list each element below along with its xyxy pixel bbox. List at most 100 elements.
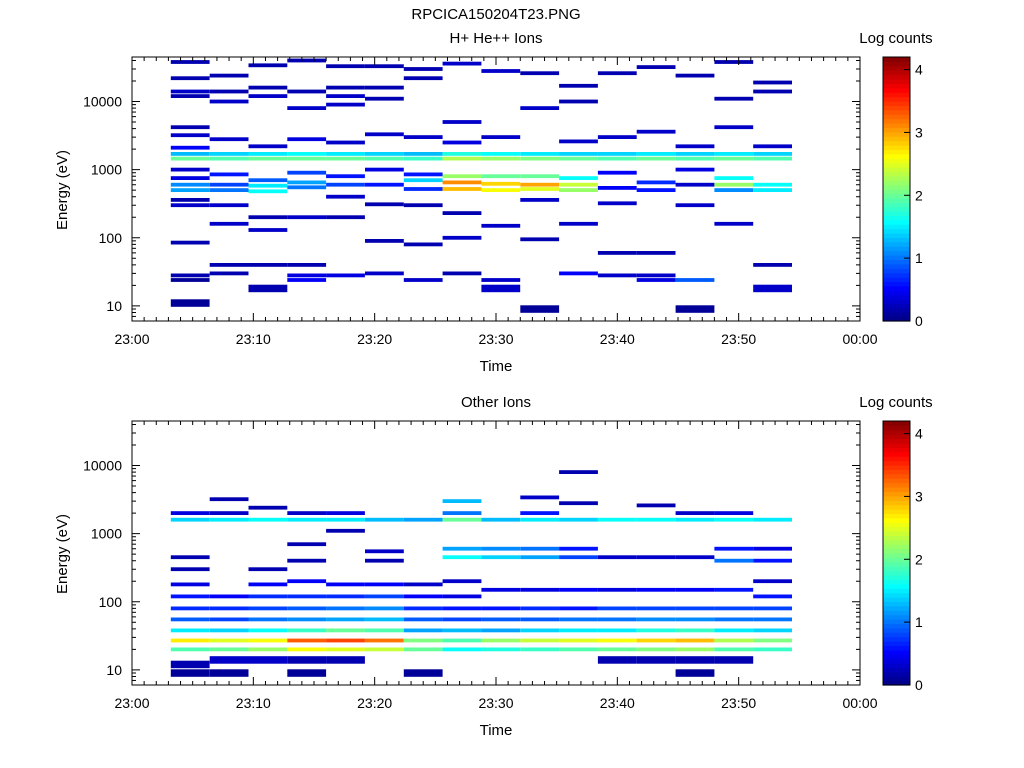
- colorbar-swatch: [883, 259, 910, 265]
- heatmap-cell: [326, 638, 365, 643]
- heatmap-cell: [520, 647, 560, 652]
- heatmap-cell: [520, 237, 560, 242]
- heatmap-cell: [636, 273, 676, 278]
- heatmap-cell: [442, 180, 482, 185]
- heatmap-cell: [209, 606, 249, 611]
- heatmap-cell: [481, 587, 521, 592]
- colorbar-swatch: [883, 663, 910, 668]
- heatmap-cell: [714, 511, 754, 515]
- heatmap-cell: [403, 278, 443, 282]
- heatmap-cell: [675, 555, 715, 560]
- heatmap-cell: [209, 271, 249, 276]
- heatmap-cell: [170, 638, 210, 643]
- colorbar-swatch: [883, 237, 910, 243]
- heatmap-cell: [481, 156, 521, 161]
- heatmap-cell: [753, 617, 792, 622]
- heatmap-cell: [442, 511, 482, 515]
- heatmap-cell: [481, 188, 521, 192]
- colorbar-tick-label: 3: [915, 488, 923, 504]
- heatmap-cell: [520, 198, 560, 202]
- heatmap-cell: [248, 215, 288, 220]
- heatmap-cell: [753, 546, 792, 551]
- heatmap-cell: [209, 73, 249, 78]
- colorbar-swatch: [883, 513, 910, 519]
- heatmap-cell: [597, 251, 637, 255]
- colorbar-swatch: [883, 579, 910, 585]
- heatmap-cell: [248, 183, 288, 188]
- colorbar-swatch: [883, 65, 910, 71]
- heatmap-cell: [365, 638, 404, 643]
- colorbar-swatch: [883, 316, 910, 322]
- heatmap-cell: [559, 188, 598, 192]
- heatmap-cell: [520, 156, 560, 161]
- heatmap-cell: [209, 203, 249, 208]
- colorbar-swatch: [883, 592, 910, 598]
- heatmap-cell: [559, 517, 598, 522]
- heatmap-cell: [170, 582, 210, 587]
- x-tick-label: 23:40: [600, 695, 635, 711]
- heatmap-cell: [597, 617, 637, 622]
- colorbar-swatch: [883, 614, 910, 620]
- colorbar-swatch: [883, 268, 910, 274]
- colorbar-swatch: [883, 61, 910, 67]
- heatmap-cell: [209, 182, 249, 187]
- heatmap-cell: [365, 202, 404, 207]
- panel-title: H+ He++ Ions: [450, 30, 543, 47]
- heatmap-cell: [248, 263, 288, 267]
- colorbar-swatch: [883, 434, 910, 440]
- colorbar-swatch: [883, 145, 910, 150]
- heatmap-cell: [520, 495, 560, 500]
- heatmap-cell: [636, 152, 676, 156]
- heatmap-cell: [753, 188, 792, 192]
- colorbar-swatch: [883, 588, 910, 594]
- heatmap-cell: [714, 125, 754, 130]
- heatmap-cell: [753, 628, 792, 633]
- heatmap-cell: [365, 558, 404, 563]
- heatmap-cell: [326, 628, 365, 633]
- heatmap-cell: [248, 505, 288, 510]
- heatmap-cell: [365, 606, 404, 611]
- heatmap-cell: [675, 152, 715, 156]
- colorbar-swatch: [883, 597, 910, 602]
- heatmap-cell: [597, 638, 637, 643]
- colorbar-swatch: [883, 539, 910, 545]
- colorbar-swatch: [883, 303, 910, 309]
- heatmap-cell: [326, 102, 365, 107]
- heatmap-cell: [714, 517, 754, 522]
- heatmap-cell: [248, 628, 288, 633]
- heatmap-cell: [675, 278, 715, 282]
- heatmap-cell: [675, 628, 715, 633]
- heatmap-cell: [248, 152, 288, 156]
- heatmap-cell: [442, 546, 482, 551]
- heatmap-cell: [209, 152, 249, 156]
- heatmap-cell: [248, 63, 288, 68]
- heatmap-cell: [520, 628, 560, 633]
- heatmap-cell: [753, 647, 792, 652]
- heatmap-cell: [209, 99, 249, 104]
- colorbar-swatch: [883, 456, 910, 462]
- colorbar-swatch: [883, 140, 910, 146]
- heatmap-cell: [209, 628, 249, 633]
- colorbar-swatch: [883, 272, 910, 278]
- figure-title: RPCICA150204T23.PNG: [411, 6, 580, 23]
- heatmap-cell: [559, 221, 598, 226]
- heatmap-cell: [248, 582, 288, 587]
- heatmap-cell: [675, 669, 715, 677]
- heatmap-cell: [675, 511, 715, 515]
- heatmap-cell: [170, 299, 210, 307]
- colorbar-swatch: [883, 451, 910, 457]
- heatmap-cell: [481, 555, 521, 560]
- heatmap-cell: [753, 89, 792, 94]
- colorbar-swatch: [883, 83, 910, 89]
- heatmap-cell: [170, 133, 210, 138]
- colorbar-swatch: [883, 70, 910, 76]
- heatmap-cell: [675, 638, 715, 643]
- heatmap-cell: [559, 638, 598, 643]
- heatmap-cell: [248, 594, 288, 599]
- heatmap-cell: [170, 606, 210, 611]
- heatmap-cell: [597, 135, 637, 139]
- colorbar-swatch: [883, 676, 910, 682]
- heatmap-cell: [481, 135, 521, 139]
- heatmap-cell: [365, 156, 404, 161]
